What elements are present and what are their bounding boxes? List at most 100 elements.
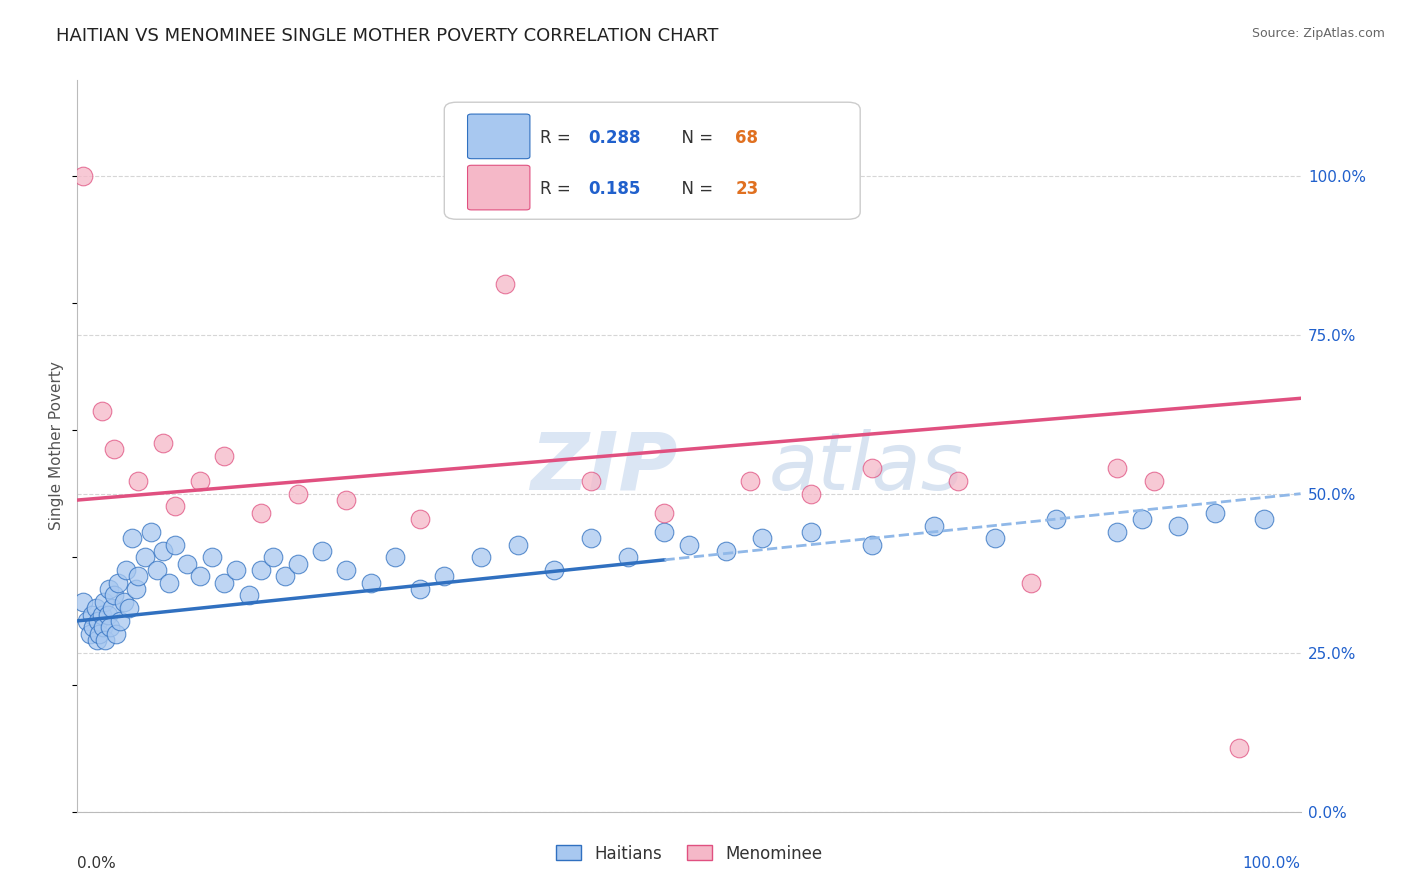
Point	[86, 632, 108, 647]
Point	[188, 474, 211, 488]
Point	[112, 595, 135, 609]
Point	[84, 601, 107, 615]
Point	[751, 531, 773, 545]
Point	[105, 626, 128, 640]
Point	[125, 582, 148, 596]
Point	[82, 620, 104, 634]
Point	[1045, 512, 1067, 526]
Point	[800, 524, 823, 539]
Point	[238, 589, 260, 603]
Point	[139, 524, 162, 539]
Point	[262, 550, 284, 565]
Point	[94, 632, 117, 647]
Point	[862, 461, 884, 475]
Text: 0.0%: 0.0%	[77, 855, 117, 871]
Point	[654, 506, 676, 520]
Point	[654, 524, 676, 539]
Point	[212, 575, 235, 590]
FancyBboxPatch shape	[468, 165, 530, 210]
Point	[250, 563, 273, 577]
Point	[87, 614, 110, 628]
Text: atlas: atlas	[769, 429, 963, 507]
Point	[250, 506, 273, 520]
Point	[201, 550, 224, 565]
Point	[146, 563, 169, 577]
Point	[134, 550, 156, 565]
Point	[506, 538, 529, 552]
Text: 68: 68	[735, 129, 758, 147]
Point	[72, 169, 94, 183]
Legend: Haitians, Menominee: Haitians, Menominee	[548, 838, 830, 869]
Point	[103, 589, 125, 603]
Text: 23: 23	[735, 180, 759, 198]
Point	[80, 607, 103, 622]
Point	[115, 563, 138, 577]
Point	[862, 538, 884, 552]
Point	[152, 435, 174, 450]
Point	[97, 607, 120, 622]
Point	[165, 538, 187, 552]
Point	[93, 595, 115, 609]
Point	[409, 582, 432, 596]
Point	[176, 557, 198, 571]
Point	[103, 442, 125, 457]
Point	[128, 474, 150, 488]
Point	[118, 601, 141, 615]
Text: 0.288: 0.288	[589, 129, 641, 147]
Point	[108, 614, 131, 628]
Point	[984, 531, 1007, 545]
Point	[165, 500, 187, 514]
Point	[740, 474, 762, 488]
Point	[678, 538, 700, 552]
Point	[212, 449, 235, 463]
FancyBboxPatch shape	[444, 103, 860, 219]
Point	[98, 620, 121, 634]
Point	[1229, 741, 1251, 756]
Point	[90, 607, 112, 622]
Point	[1107, 461, 1129, 475]
Point	[188, 569, 211, 583]
Point	[1204, 506, 1226, 520]
Point	[617, 550, 640, 565]
Point	[922, 518, 945, 533]
Point	[274, 569, 297, 583]
Point	[128, 569, 150, 583]
Y-axis label: Single Mother Poverty: Single Mother Poverty	[49, 361, 65, 531]
Text: 0.185: 0.185	[589, 180, 641, 198]
Text: HAITIAN VS MENOMINEE SINGLE MOTHER POVERTY CORRELATION CHART: HAITIAN VS MENOMINEE SINGLE MOTHER POVER…	[56, 27, 718, 45]
Text: 100.0%: 100.0%	[1243, 855, 1301, 871]
Point	[800, 486, 823, 500]
Point	[1143, 474, 1166, 488]
FancyBboxPatch shape	[468, 114, 530, 159]
Point	[287, 486, 309, 500]
Point	[409, 512, 432, 526]
Point	[335, 563, 357, 577]
Text: ZIP: ZIP	[530, 429, 678, 507]
Point	[225, 563, 247, 577]
Text: R =: R =	[540, 129, 575, 147]
Text: N =: N =	[671, 129, 718, 147]
Point	[311, 544, 333, 558]
Point	[91, 620, 114, 634]
Point	[287, 557, 309, 571]
Point	[335, 493, 357, 508]
Point	[495, 277, 517, 291]
Point	[1253, 512, 1275, 526]
Point	[1167, 518, 1189, 533]
Point	[152, 544, 174, 558]
Point	[89, 626, 111, 640]
Point	[98, 582, 121, 596]
Point	[384, 550, 406, 565]
Text: R =: R =	[540, 180, 575, 198]
Point	[579, 474, 602, 488]
Point	[433, 569, 456, 583]
Point	[360, 575, 382, 590]
Point	[714, 544, 737, 558]
Point	[76, 614, 98, 628]
Point	[1107, 524, 1129, 539]
Point	[543, 563, 565, 577]
Point	[157, 575, 180, 590]
Point	[100, 601, 122, 615]
Point	[1130, 512, 1153, 526]
Point	[79, 626, 101, 640]
